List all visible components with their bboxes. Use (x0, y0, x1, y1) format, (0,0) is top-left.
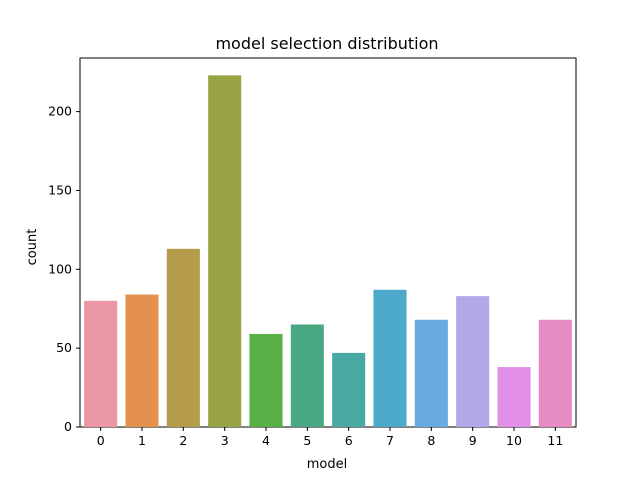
x-tick-label: 7 (386, 433, 394, 448)
x-tick-label: 0 (97, 433, 105, 448)
y-tick-label: 100 (48, 261, 72, 276)
x-tick-label: 3 (221, 433, 229, 448)
x-tick-label: 2 (179, 433, 187, 448)
bar-model-0 (84, 300, 118, 427)
y-tick-label: 150 (48, 182, 72, 197)
plot-frame (79, 57, 577, 428)
x-tick-label: 10 (506, 433, 522, 448)
x-tick-label: 5 (303, 433, 311, 448)
bars-group (84, 75, 572, 427)
y-axis-ticks: 0 50 100 150 200 (48, 104, 80, 434)
bar-model-5 (290, 324, 324, 427)
bar-model-8 (414, 319, 448, 427)
x-tick-label: 9 (469, 433, 477, 448)
bar-model-10 (497, 367, 531, 427)
chart-title: model selection distribution (215, 34, 438, 53)
y-tick-label: 50 (56, 340, 72, 355)
bar-model-4 (249, 333, 283, 427)
bar-model-9 (456, 296, 490, 427)
x-tick-label: 11 (547, 433, 563, 448)
bar-model-6 (332, 352, 366, 427)
bar-model-3 (208, 75, 242, 427)
plot-area: 0 50 100 150 200 0 1 2 3 4 5 6 7 8 9 10 11 (48, 57, 577, 448)
bar-model-1 (125, 294, 159, 427)
x-tick-label: 8 (427, 433, 435, 448)
x-tick-label: 4 (262, 433, 270, 448)
bar-model-2 (166, 248, 200, 427)
y-tick-label: 0 (64, 419, 72, 434)
y-tick-label: 200 (48, 104, 72, 119)
x-axis-label: model (307, 457, 347, 472)
x-tick-label: 6 (345, 433, 353, 448)
x-axis-ticks: 0 1 2 3 4 5 6 7 8 9 10 11 (97, 427, 563, 448)
x-tick-label: 1 (138, 433, 146, 448)
bar-model-11 (538, 319, 572, 427)
y-axis-label: count (25, 229, 40, 266)
bar-model-7 (373, 289, 407, 427)
